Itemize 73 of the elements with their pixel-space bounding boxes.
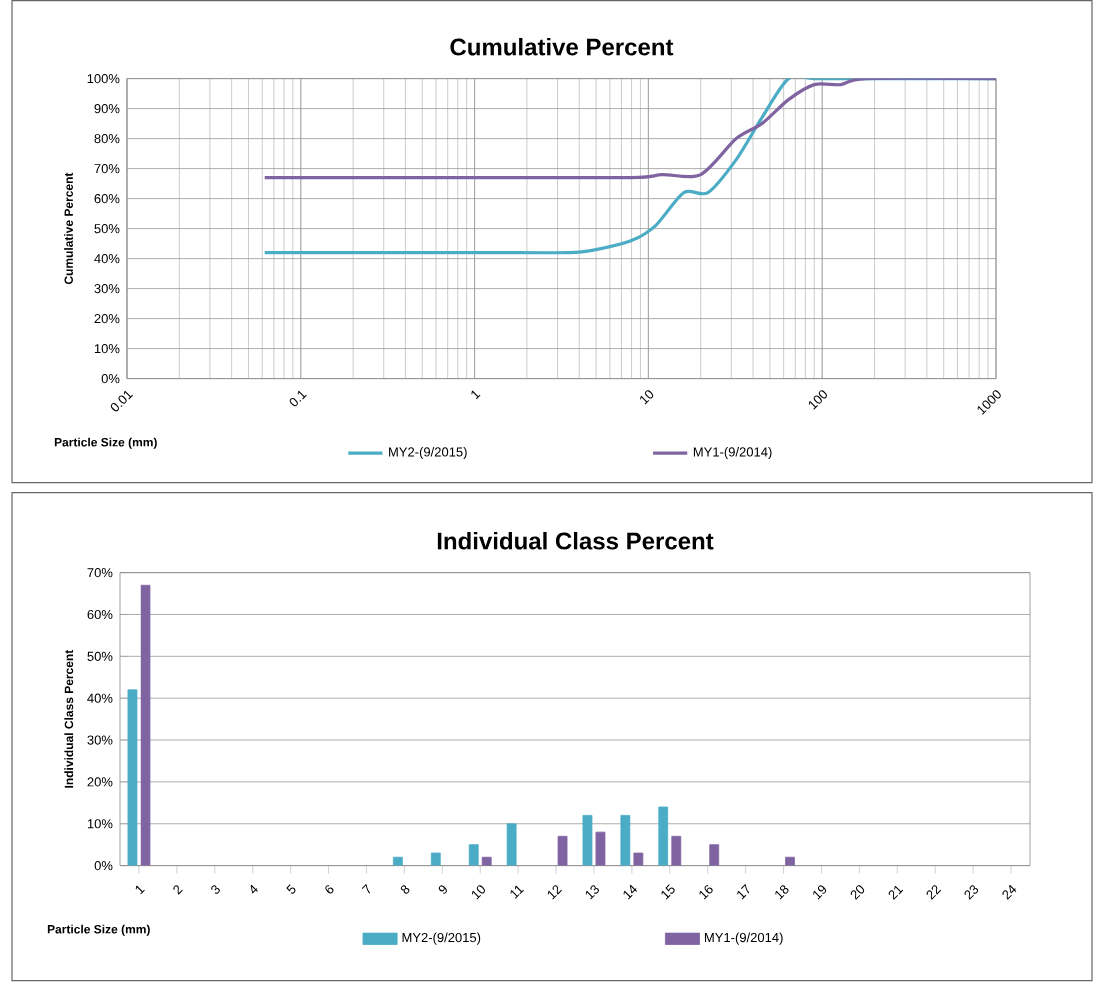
x-tick-label: 13	[585, 885, 600, 900]
x-tick-label: 1	[471, 390, 481, 400]
x-tick-label: 20	[850, 885, 865, 900]
y-tick-label: 70%	[87, 568, 113, 578]
x-tick-label: 12	[547, 885, 562, 900]
y-tick-label: 0%	[101, 374, 120, 384]
x-tick-label: 19	[813, 885, 827, 900]
y-tick-label: 50%	[87, 651, 113, 662]
bar	[557, 836, 568, 866]
x-tick-label: 2	[173, 885, 183, 895]
y-tick-label: 10%	[94, 344, 120, 354]
x-tick-label: 23	[964, 885, 979, 900]
x-tick-label: 18	[775, 885, 789, 900]
legend-label: MY1-(9/2014)	[705, 932, 783, 945]
bar	[127, 689, 138, 866]
legend-label: MY2-(9/2015)	[389, 447, 467, 460]
y-tick-label: 100%	[87, 74, 120, 84]
y-tick-label: 80%	[94, 134, 120, 144]
x-tick-label: 21	[888, 885, 904, 900]
y-tick-label: 60%	[87, 610, 113, 620]
x-tick-label: 4	[250, 884, 258, 894]
bar	[620, 815, 631, 866]
x-tick-label: 7	[361, 884, 371, 894]
x-tick-label: 6	[325, 885, 334, 894]
x-tick-label: 14	[623, 884, 638, 900]
x-tick-label: 5	[286, 884, 296, 894]
x-tick-label: 100	[808, 390, 828, 410]
x-tick-label: 3	[211, 885, 220, 894]
bar	[582, 815, 593, 866]
x-tick-label: 1	[135, 885, 145, 895]
x-tick-label: 0.1	[289, 390, 307, 407]
x-axis-title: Particle Size (mm)	[54, 437, 157, 450]
y-tick-label: 20%	[87, 777, 113, 787]
y-tick-label: 30%	[94, 284, 120, 294]
bar	[658, 806, 669, 866]
x-tick-label: 24	[1002, 885, 1017, 900]
bar	[481, 857, 492, 866]
bar	[709, 844, 720, 866]
x-tick-label: 15	[661, 884, 675, 900]
x-tick-label: 0.01	[110, 390, 133, 412]
x-tick-label: 22	[926, 885, 942, 900]
y-tick-label: 30%	[87, 735, 113, 745]
y-tick-label: 90%	[94, 104, 120, 114]
y-tick-label: 50%	[94, 224, 120, 234]
y-tick-label: 20%	[94, 314, 120, 324]
y-tick-label: 0%	[94, 861, 113, 871]
chart-title: Individual Class Percent	[437, 532, 714, 550]
bar	[506, 823, 517, 866]
x-tick-label: 16	[699, 885, 713, 900]
legend-label: MY2-(9/2015)	[402, 932, 481, 945]
x-tick-label: 9	[438, 885, 447, 894]
bar	[140, 584, 151, 866]
bar	[468, 844, 479, 866]
y-tick-label: 40%	[87, 693, 113, 703]
bar	[430, 852, 441, 866]
x-tick-label: 17	[737, 884, 750, 900]
x-tick-label: 10	[471, 885, 486, 900]
x-tick-label: 11	[510, 885, 524, 899]
chart-title: Cumulative Percent	[450, 38, 674, 56]
bar	[633, 852, 644, 866]
y-tick-label: 40%	[94, 254, 120, 264]
bar	[392, 857, 403, 866]
x-tick-label: 10	[640, 390, 654, 405]
x-axis-title: Particle Size (mm)	[47, 924, 150, 937]
y-tick-label: 60%	[94, 194, 120, 204]
y-tick-label: 70%	[94, 164, 120, 174]
y-axis-title: Cumulative Percent	[64, 172, 73, 285]
legend-label: MY1-(9/2014)	[693, 447, 772, 460]
y-tick-label: 10%	[87, 819, 113, 829]
y-axis-title: Individual Class Percent	[64, 650, 74, 788]
bar	[595, 831, 606, 866]
bar	[671, 836, 682, 866]
x-tick-label: 8	[400, 885, 410, 894]
